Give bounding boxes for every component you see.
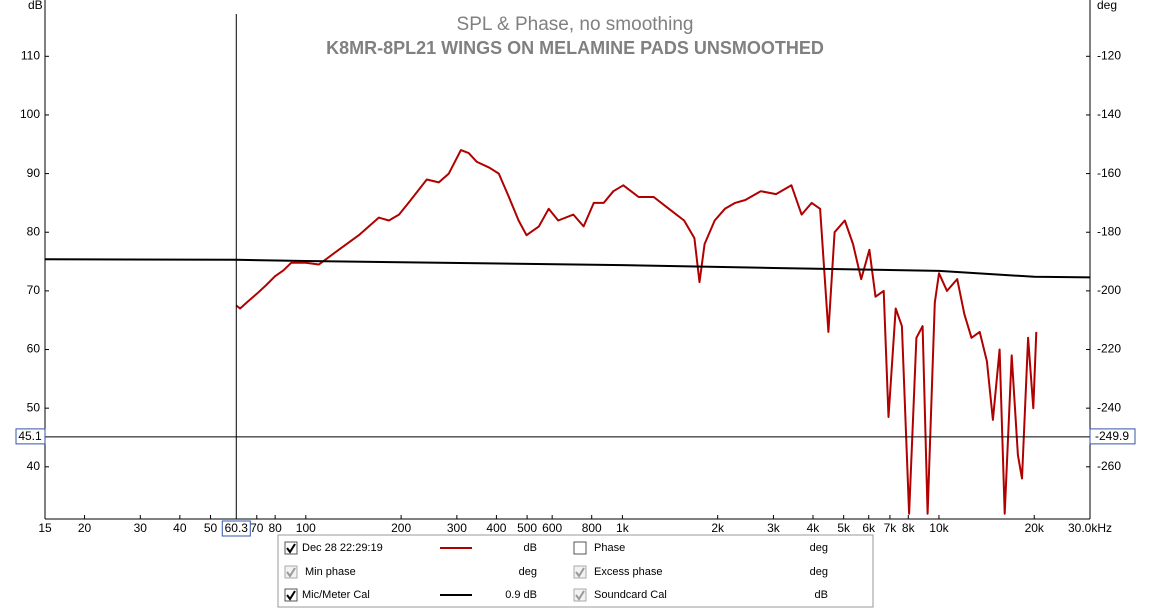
legend-label: Mic/Meter Cal — [302, 589, 370, 601]
chart-title: SPL & Phase, no smoothing — [457, 14, 694, 35]
legend-label: Phase — [594, 542, 625, 554]
cursor-y-box — [15, 428, 46, 445]
y-tick-label: 70 — [27, 283, 41, 297]
y2-tick-label: -120 — [1097, 48, 1121, 62]
x-tick-label: 800 — [582, 521, 602, 535]
x-tick-label: 8k — [902, 521, 916, 535]
y2-tick-label: -220 — [1097, 342, 1121, 356]
x-tick-label: 15 — [38, 521, 52, 535]
cursor-y-label: 45.1 — [18, 429, 42, 443]
legend-unit: deg — [810, 566, 828, 578]
x-tick-label: 30.0kHz — [1068, 521, 1112, 535]
series-line — [235, 149, 1038, 515]
y-tick-label: 60 — [27, 342, 41, 356]
x-tick-label: 10k — [929, 521, 949, 535]
y-tick-label: 40 — [27, 459, 41, 473]
legend-label: Min phase — [305, 566, 356, 578]
x-tick-label: 3k — [767, 521, 781, 535]
y2-axis-label: deg — [1097, 0, 1117, 12]
x-tick-label: 80 — [268, 521, 282, 535]
legend-unit: deg — [810, 542, 828, 554]
checkmark — [575, 590, 585, 601]
checkmark — [286, 543, 296, 554]
y2-tick-label: -260 — [1097, 459, 1121, 473]
legend-label: Excess phase — [594, 566, 662, 578]
x-tick-label: 70 — [250, 521, 264, 535]
legend-label: Dec 28 22:29:19 — [302, 542, 383, 554]
y2-tick-label: -200 — [1097, 283, 1121, 297]
x-tick-label: 5k — [837, 521, 851, 535]
chart-subtitle: K8MR-8PL21 WINGS ON MELAMINE PADS UNSMOO… — [326, 38, 824, 58]
x-tick-label: 500 — [517, 521, 537, 535]
x-tick-label: 300 — [447, 521, 467, 535]
x-tick-label: 600 — [542, 521, 562, 535]
cursor-y2-box — [1089, 428, 1136, 445]
legend-unit: dB — [524, 542, 537, 554]
x-tick-label: 40 — [173, 521, 187, 535]
x-tick-label: 4k — [807, 521, 821, 535]
y2-tick-label: -140 — [1097, 107, 1121, 121]
x-tick-label: 1k — [616, 521, 630, 535]
y-tick-label: 110 — [21, 48, 40, 62]
x-tick-label: 200 — [391, 521, 411, 535]
x-tick-label: 400 — [486, 521, 506, 535]
y2-tick-label: -180 — [1097, 224, 1121, 238]
cursor-x-label: 60.3 — [225, 521, 249, 535]
cursor-y2-label: -249.9 — [1095, 429, 1129, 443]
checkbox[interactable] — [573, 541, 587, 555]
x-tick-label: 20 — [78, 521, 92, 535]
x-tick-label: 6k — [862, 521, 876, 535]
legend-unit: deg — [519, 566, 537, 578]
checkmark — [575, 567, 585, 578]
y-tick-label: 50 — [27, 400, 41, 414]
y2-tick-label: -160 — [1097, 166, 1121, 180]
x-tick-label: 2k — [711, 521, 725, 535]
x-tick-label: 20k — [1025, 521, 1045, 535]
y2-tick-label: -240 — [1097, 400, 1121, 414]
y-tick-label: 90 — [27, 166, 41, 180]
x-tick-label: 7k — [884, 521, 898, 535]
x-tick-label: 50 — [204, 521, 218, 535]
legend-unit: 0.9 dB — [505, 589, 537, 601]
series-line — [44, 258, 1091, 279]
y-axis-label: dB — [28, 0, 43, 12]
checkmark — [286, 590, 296, 601]
x-tick-label: 100 — [296, 521, 316, 535]
legend-unit: dB — [815, 589, 828, 601]
y-tick-label: 80 — [27, 224, 41, 238]
legend-label: Soundcard Cal — [594, 589, 667, 601]
x-tick-label: 30 — [134, 521, 148, 535]
cursor-x-box — [221, 520, 251, 537]
checkmark — [286, 567, 296, 578]
y-tick-label: 100 — [20, 107, 40, 121]
